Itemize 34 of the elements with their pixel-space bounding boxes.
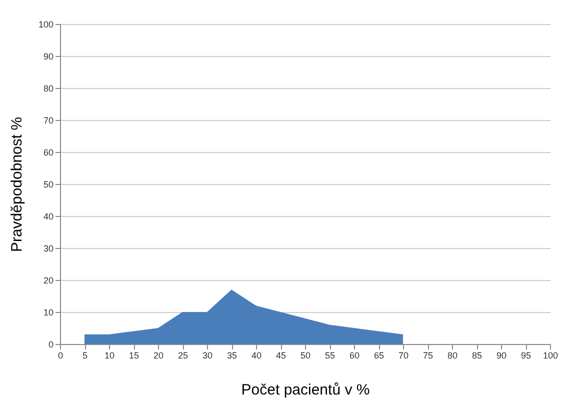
y-tick-label: 100 bbox=[38, 20, 54, 30]
y-tick-label: 90 bbox=[43, 52, 54, 62]
x-tick-label: 15 bbox=[128, 350, 140, 360]
x-tick-label: 10 bbox=[104, 350, 115, 360]
x-tick-label: 30 bbox=[202, 350, 213, 360]
x-tick-label: 65 bbox=[374, 350, 384, 360]
y-tick-label: 30 bbox=[43, 244, 54, 254]
y-tick-label: 60 bbox=[43, 148, 54, 158]
x-tick-label: 100 bbox=[542, 350, 558, 360]
x-tick-label: 25 bbox=[178, 350, 188, 360]
x-tick-label: 70 bbox=[398, 350, 409, 360]
y-tick-label: 50 bbox=[43, 180, 54, 190]
x-tick-label: 60 bbox=[349, 350, 360, 360]
x-tick-label: 40 bbox=[251, 350, 262, 360]
y-axis-title: Pravděpodobnost % bbox=[8, 116, 26, 252]
y-tick-label: 10 bbox=[43, 308, 54, 318]
x-tick-label: 75 bbox=[422, 350, 434, 360]
x-tick-label: 95 bbox=[520, 350, 532, 360]
x-tick-label: 80 bbox=[447, 350, 458, 360]
x-tick-label: 90 bbox=[496, 350, 507, 360]
x-tick-label: 35 bbox=[226, 350, 238, 360]
x-tick-label: 50 bbox=[300, 350, 311, 360]
x-tick-label: 45 bbox=[276, 350, 286, 360]
y-tick-label: 70 bbox=[43, 116, 54, 126]
x-tick-label: 20 bbox=[153, 350, 164, 360]
x-tick-label: 0 bbox=[58, 350, 64, 360]
y-tick-label: 80 bbox=[43, 84, 54, 94]
x-tick-label: 85 bbox=[472, 350, 482, 360]
x-axis-title: Počet pacientů v % bbox=[241, 382, 370, 398]
x-tick-label: 5 bbox=[82, 350, 88, 360]
y-tick-label: 40 bbox=[43, 212, 54, 222]
x-tick-label: 55 bbox=[324, 350, 336, 360]
y-tick-label: 0 bbox=[48, 340, 54, 350]
y-tick-label: 20 bbox=[43, 276, 54, 286]
